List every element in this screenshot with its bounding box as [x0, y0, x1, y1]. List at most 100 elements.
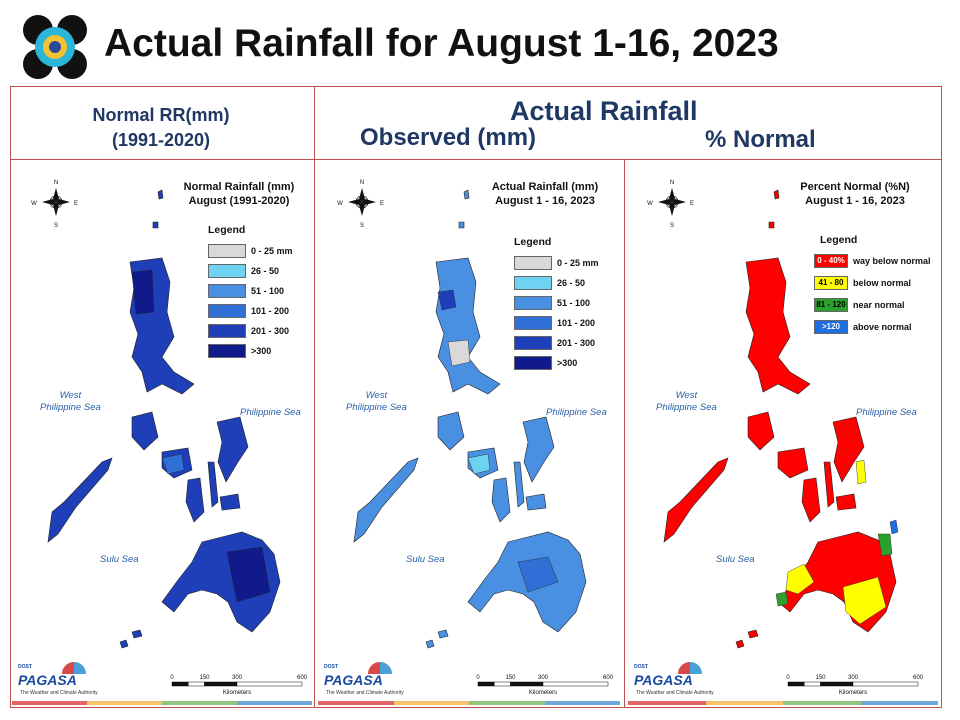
island-shape — [663, 457, 729, 543]
island-shape — [119, 639, 129, 649]
observed-header: Observed (mm) — [360, 124, 537, 151]
legend-label: near normal — [853, 300, 905, 310]
island-shape — [801, 477, 821, 523]
scale-unit: Kilometers — [223, 690, 251, 696]
normal-header-line2: (1991-2020) — [111, 130, 211, 150]
panel-title-line2: August 1 - 16, 2023 — [495, 195, 595, 207]
island-shape — [216, 416, 249, 483]
legend-label: way below normal — [853, 256, 931, 266]
island-shape — [745, 257, 811, 395]
panel-title-line1: Percent Normal (%N) — [800, 181, 910, 193]
pagasa-wordmark: PAGASA — [634, 672, 693, 688]
sea-label: Sulu Sea — [406, 554, 445, 565]
scale-unit: Kilometers — [839, 690, 867, 696]
legend-item: 101 - 200 — [514, 316, 595, 330]
compass-label: N — [670, 180, 674, 186]
compass-rose-icon: N S E W — [337, 180, 384, 229]
rainfall-zone — [131, 269, 155, 315]
island-shape — [437, 629, 449, 639]
footer-stripe — [860, 701, 938, 705]
legend-swatch — [208, 324, 246, 338]
panel-title: Actual Rainfall (mm) August 1 - 16, 2023 — [480, 180, 610, 208]
legend-item: 51 - 100 — [208, 284, 284, 298]
island-shape — [735, 639, 745, 649]
percent-normal-map: N S E W 0 150 300 600 Kilometers Percent Normal (… — [628, 162, 936, 707]
legend-item: 0 - 25 mm — [514, 256, 599, 270]
legend-label: 101 - 200 — [251, 306, 290, 316]
umbrella-icon — [62, 662, 86, 674]
dost-label: DOST — [324, 664, 338, 670]
rainfall-zone — [437, 289, 457, 311]
panel-title-line2: August 1 - 16, 2023 — [805, 195, 905, 207]
divider — [624, 159, 625, 708]
legend-swatch — [208, 264, 246, 278]
umbrella-icon — [678, 662, 702, 674]
scale-tick: 0 — [476, 675, 480, 681]
island-shape — [353, 457, 419, 543]
sea-label: Philippine Sea — [856, 407, 917, 418]
legend-item: 0 - 40% way below normal — [814, 254, 931, 268]
island-shape — [823, 461, 835, 508]
scale-tick: 600 — [913, 675, 924, 681]
legend-item: 26 - 50 — [208, 264, 279, 278]
pagasa-wordmark: PAGASA — [18, 672, 77, 688]
island-shape — [773, 189, 780, 200]
island-shape — [458, 221, 465, 229]
sea-label: West Philippine Sea — [656, 390, 717, 413]
island-shape — [219, 493, 241, 511]
compass-rose-icon: N S E W — [647, 180, 694, 229]
compass-label: E — [380, 201, 384, 207]
percent-zone — [889, 519, 899, 535]
legend-label: 101 - 200 — [557, 318, 596, 328]
island-shape — [463, 189, 470, 200]
scale-bar: 0 150 300 600 Kilometers — [170, 675, 307, 696]
normal-rainfall-map: N S E W 0 150 300 600 Kilometers Normal Rainfall … — [12, 162, 320, 707]
footer-stripe — [12, 701, 87, 705]
legend-item: 81 - 120 near normal — [814, 298, 905, 312]
normal-header-line1: Normal RR(mm) — [92, 105, 230, 125]
island-shape — [777, 447, 809, 479]
island-shape — [47, 457, 113, 543]
legend-swatch: 81 - 120 — [814, 298, 848, 312]
panel-title-line1: Actual Rainfall (mm) — [491, 181, 599, 193]
compass-label: W — [31, 201, 37, 207]
rainfall-zone — [161, 453, 185, 475]
compass-label: E — [74, 201, 78, 207]
compass-label: W — [647, 201, 653, 207]
page-title: Actual Rainfall for August 1-16, 2023 — [104, 22, 779, 65]
legend-swatch: 41 - 80 — [814, 276, 848, 290]
compass-label: E — [690, 201, 694, 207]
legend-label: >300 — [251, 346, 272, 356]
scale-tick: 300 — [232, 675, 243, 681]
legend-item: 101 - 200 — [208, 304, 289, 318]
footer-stripe — [783, 701, 861, 705]
island-shape — [832, 416, 865, 483]
legend-label: 51 - 100 — [557, 298, 591, 308]
pagasa-tagline: The Weather and Climate Authority — [636, 690, 714, 696]
footer-stripe — [544, 701, 620, 705]
island-shape — [747, 411, 775, 451]
compass-label: S — [54, 223, 58, 229]
sea-label: Sulu Sea — [716, 554, 755, 565]
legend-label: 201 - 300 — [557, 338, 596, 348]
legend-item: 41 - 80 below normal — [814, 276, 911, 290]
scale-unit: Kilometers — [529, 690, 557, 696]
scale-tick: 150 — [815, 675, 826, 681]
pagasa-logo — [22, 14, 88, 80]
legend-swatch — [208, 304, 246, 318]
scale-tick: 600 — [603, 675, 614, 681]
island-shape — [157, 189, 164, 200]
island-shape — [835, 493, 857, 511]
island-shape — [525, 493, 547, 511]
island-shape — [152, 221, 159, 229]
legend-label: 201 - 300 — [251, 326, 290, 336]
legend-swatch: >120 — [814, 320, 848, 334]
compass-label: N — [54, 180, 58, 186]
legend-item: 26 - 50 — [514, 276, 585, 290]
island-shape — [131, 411, 159, 451]
footer-stripe — [705, 701, 783, 705]
compass-label: S — [670, 223, 674, 229]
content-frame — [10, 86, 942, 708]
island-shape — [425, 639, 435, 649]
scale-tick: 0 — [170, 675, 174, 681]
